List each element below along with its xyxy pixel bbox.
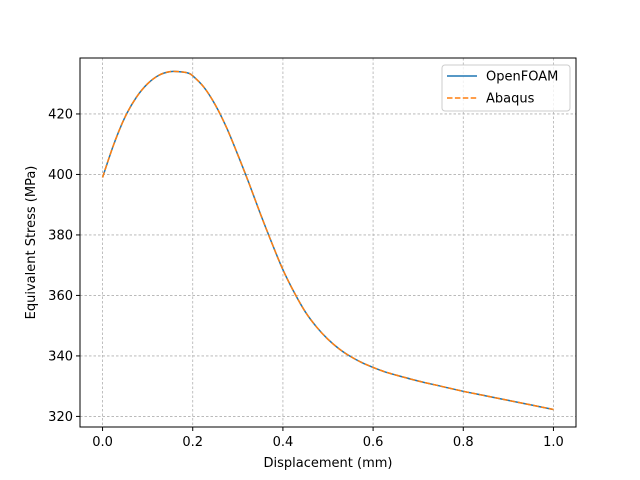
y-tick-label: 340 [48,349,73,364]
y-tick-label: 360 [48,289,73,304]
y-tick-label: 380 [48,228,73,243]
axis-ticks: 0.0 0.2 0.4 0.6 0.8 1.0 320 340 360 380 400 420 [48,107,564,450]
y-tick-label: 400 [48,168,73,183]
x-axis-label: Displacement (mm) [264,456,393,471]
series-line-abaqus [101,70,554,411]
legend-label-openfoam: OpenFOAM [486,70,558,85]
series-layer [101,70,554,411]
y-tick-label: 420 [48,107,73,122]
x-tick-label: 1.0 [543,435,564,450]
x-tick-label: 0.2 [182,435,203,450]
legend-label-abaqus: Abaqus [486,92,535,107]
x-tick-label: 0.0 [92,435,113,450]
x-tick-label: 0.4 [273,435,294,450]
x-tick-label: 0.6 [363,435,384,450]
legend: OpenFOAM Abaqus [441,64,571,112]
plot-frame [79,57,577,428]
grid-lines [80,58,576,427]
x-tick-label: 0.8 [453,435,474,450]
y-axis-label: Equivalent Stress (MPa) [24,166,39,320]
y-tick-label: 320 [48,410,73,425]
